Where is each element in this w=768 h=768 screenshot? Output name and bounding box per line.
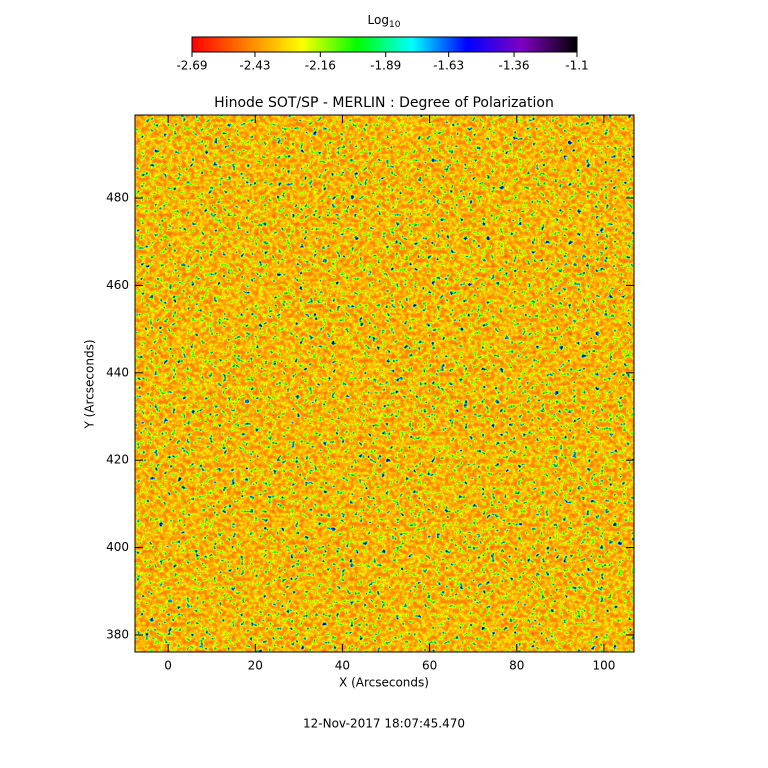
x-tick-label: 60 xyxy=(422,659,437,673)
y-tick-label: 420 xyxy=(106,453,129,467)
heatmap-image xyxy=(135,115,634,652)
y-tick-label: 440 xyxy=(106,365,129,379)
colorbar-label: Log10 xyxy=(368,13,401,30)
timestamp: 12-Nov-2017 18:07:45.470 xyxy=(303,717,465,731)
x-tick-label: 40 xyxy=(335,659,350,673)
y-tick-label: 480 xyxy=(106,191,129,205)
plot-frame xyxy=(134,114,635,653)
x-tick-label: 0 xyxy=(164,659,172,673)
colorbar xyxy=(191,36,578,53)
colorbar-tick-label: -1.1 xyxy=(565,59,588,73)
chart-title: Hinode SOT/SP - MERLIN : Degree of Polar… xyxy=(214,95,554,111)
colorbar-tick-label: -1.89 xyxy=(370,59,401,73)
colorbar-tick-label: -1.63 xyxy=(433,59,464,73)
x-tick-label: 20 xyxy=(248,659,263,673)
x-axis-label: X (Arcseconds) xyxy=(339,676,429,690)
y-tick-label: 380 xyxy=(106,627,129,641)
colorbar-tick-label: -1.36 xyxy=(499,59,530,73)
colorbar-tick-label: -2.16 xyxy=(305,59,336,73)
colorbar-tick-label: -2.69 xyxy=(176,59,207,73)
x-tick-label: 100 xyxy=(592,659,615,673)
y-tick-label: 460 xyxy=(106,278,129,292)
y-tick-label: 400 xyxy=(106,540,129,554)
y-axis-label: Y (Arcseconds) xyxy=(83,339,97,429)
colorbar-tick-label: -2.43 xyxy=(239,59,270,73)
x-tick-label: 80 xyxy=(509,659,524,673)
